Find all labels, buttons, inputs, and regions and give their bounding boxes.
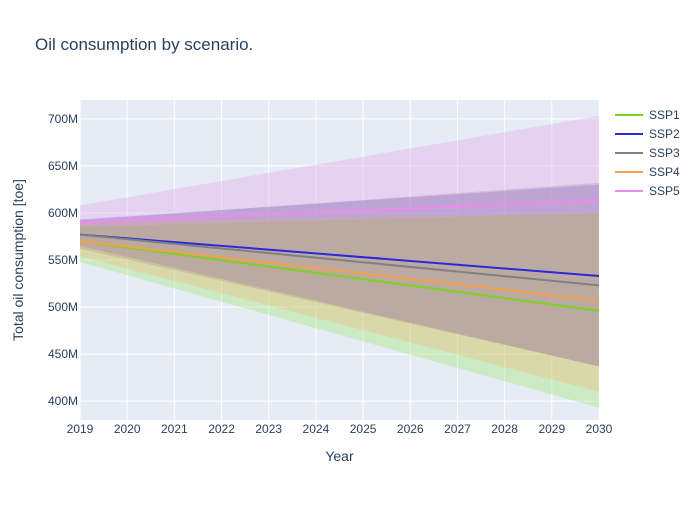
legend-item-ssp2[interactable]: SSP2 xyxy=(615,127,680,141)
x-tick-label: 2021 xyxy=(161,422,188,436)
y-tick-label: 700M xyxy=(48,112,78,126)
y-tick-label: 500M xyxy=(48,300,78,314)
x-tick-label: 2029 xyxy=(538,422,565,436)
legend-label: SSP5 xyxy=(649,184,680,198)
legend-label: SSP2 xyxy=(649,127,680,141)
x-axis-ticks: 2019 2020 2021 2022 2023 2024 2025 2026 2027 2028… xyxy=(67,422,613,436)
line-ssp2 xyxy=(79,233,600,277)
band-ssp5 xyxy=(80,116,599,228)
x-axis-label: Year xyxy=(325,448,354,464)
x-tick-label: 2020 xyxy=(114,422,141,436)
y-axis-label: Total oil consumption [toe] xyxy=(10,179,26,341)
y-tick-label: 650M xyxy=(48,159,78,173)
band-ssp3 xyxy=(80,182,599,367)
series-lines xyxy=(79,199,600,312)
legend-item-ssp5[interactable]: SSP5 xyxy=(615,184,680,198)
x-tick-label: 2030 xyxy=(586,422,613,436)
y-tick-label: 450M xyxy=(48,347,78,361)
x-tick-label: 2019 xyxy=(67,422,94,436)
line-ssp5 xyxy=(79,199,600,224)
grid-lines xyxy=(79,100,600,420)
x-tick-label: 2028 xyxy=(491,422,518,436)
y-tick-label: 550M xyxy=(48,253,78,267)
x-tick-label: 2023 xyxy=(255,422,282,436)
chart-title: Oil consumption by scenario. xyxy=(35,35,253,54)
legend-item-ssp1[interactable]: SSP1 xyxy=(615,108,680,122)
x-tick-label: 2026 xyxy=(397,422,424,436)
line-ssp1 xyxy=(79,240,600,312)
legend-item-ssp3[interactable]: SSP3 xyxy=(615,146,680,160)
line-ssp3 xyxy=(79,233,600,287)
legend-label: SSP3 xyxy=(649,146,680,160)
x-tick-label: 2027 xyxy=(444,422,471,436)
legend-label: SSP4 xyxy=(649,165,680,179)
legend[interactable]: SSP1 SSP2 SSP3 SSP4 SSP5 xyxy=(615,108,680,198)
band-ssp1 xyxy=(80,212,599,408)
y-tick-label: 600M xyxy=(48,206,78,220)
line-ssp4 xyxy=(79,240,600,302)
legend-item-ssp4[interactable]: SSP4 xyxy=(615,165,680,179)
y-axis-ticks: 400M 450M 500M 550M 600M 650M 700M xyxy=(48,112,78,408)
legend-label: SSP1 xyxy=(649,108,680,122)
x-tick-label: 2025 xyxy=(350,422,377,436)
x-tick-label: 2022 xyxy=(208,422,235,436)
x-tick-label: 2024 xyxy=(303,422,330,436)
y-tick-label: 400M xyxy=(48,394,78,408)
